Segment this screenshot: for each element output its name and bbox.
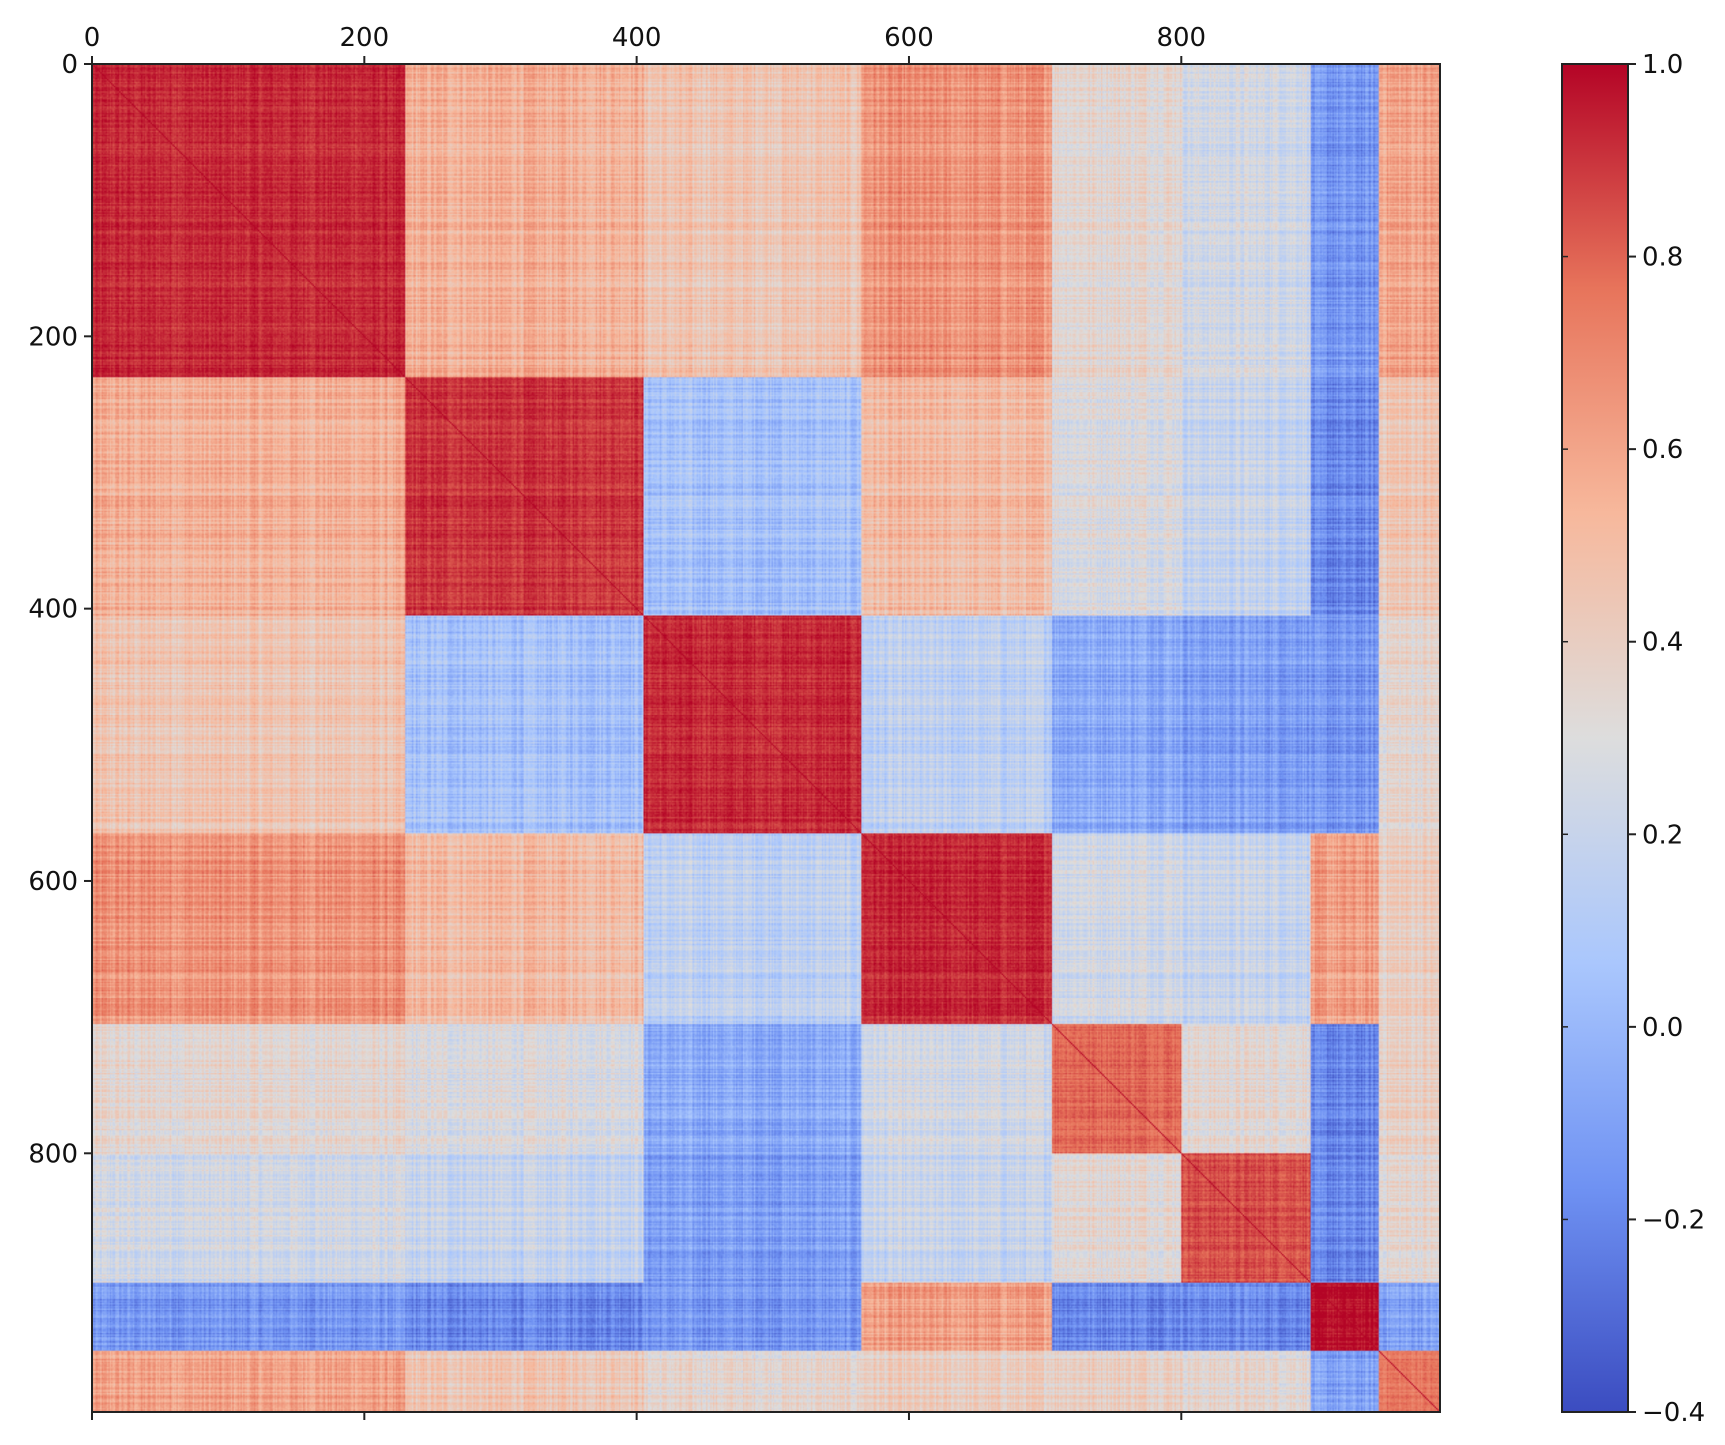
y-tick-label: 200 xyxy=(28,322,78,352)
colorbar-frame xyxy=(1561,63,1629,1413)
colorbar-tick-label: 0.4 xyxy=(1642,628,1683,658)
x-tick-label: 400 xyxy=(612,23,662,53)
colorbar-tick-label: 0.6 xyxy=(1642,435,1683,465)
x-tick-label: 600 xyxy=(884,23,934,53)
y-tick-label: 600 xyxy=(28,867,78,897)
colorbar-gradient xyxy=(1562,64,1628,1412)
colorbar-tick-label: 1.0 xyxy=(1642,50,1683,80)
x-axis-top: 0 200 400 600 800 xyxy=(84,23,1206,1420)
colorbar-tick-label: −0.2 xyxy=(1642,1205,1705,1235)
heatmap-image xyxy=(92,64,1440,1412)
y-tick-label: 0 xyxy=(61,50,78,80)
colorbar: 1.0 0.8 0.6 0.4 0.2 0.0 −0.2 −0.4 xyxy=(1561,50,1705,1428)
x-tick-label: 200 xyxy=(340,23,390,53)
colorbar-ticks: 1.0 0.8 0.6 0.4 0.2 0.0 −0.2 −0.4 xyxy=(1562,50,1705,1428)
colorbar-tick-label: −0.4 xyxy=(1642,1398,1705,1428)
colorbar-tick-label: 0.2 xyxy=(1642,820,1683,850)
heatmap-area xyxy=(91,63,1441,1413)
x-tick-label: 800 xyxy=(1156,23,1206,53)
colorbar-tick-label: 0.8 xyxy=(1642,243,1683,273)
colorbar-tick-label: 0.0 xyxy=(1642,1013,1683,1043)
heatmap-frame xyxy=(91,63,1441,1413)
x-tick-label: 0 xyxy=(84,23,101,53)
y-axis-left: 0 200 400 600 800 xyxy=(28,50,92,1169)
y-tick-label: 800 xyxy=(28,1139,78,1169)
y-tick-label: 400 xyxy=(28,595,78,625)
